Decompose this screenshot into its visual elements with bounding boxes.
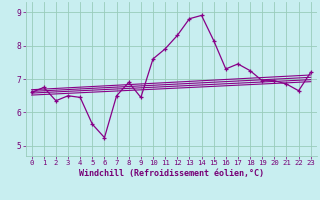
X-axis label: Windchill (Refroidissement éolien,°C): Windchill (Refroidissement éolien,°C) [79, 169, 264, 178]
